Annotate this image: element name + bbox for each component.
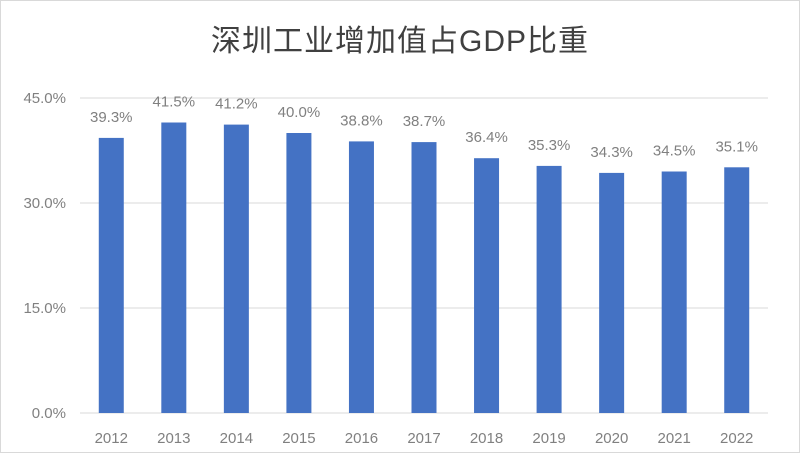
x-tick-label: 2016	[345, 430, 378, 447]
data-label: 34.5%	[653, 143, 696, 160]
y-tick-label: 45.0%	[23, 90, 66, 107]
bar-2022	[724, 167, 750, 413]
x-tick-label: 2017	[407, 430, 440, 447]
bar-2020	[599, 172, 625, 413]
data-label: 35.1%	[715, 138, 758, 155]
data-labels: 39.3% 41.5% 41.2% 40.0% 38.8% 38.7% 36.4% 35.3%…	[90, 94, 758, 161]
x-tick-label: 2018	[470, 430, 503, 447]
bar-2017	[411, 142, 437, 413]
data-label: 39.3%	[90, 109, 133, 126]
data-label: 36.4%	[465, 129, 508, 146]
x-tick-label: 2022	[720, 430, 753, 447]
bar-2015	[286, 133, 312, 413]
bar-2021	[661, 171, 687, 413]
x-axis-ticks: 2012 2013 2014 2015 2016 2017 2018 2019 2020 2021…	[95, 430, 754, 447]
data-label: 38.8%	[340, 112, 383, 129]
data-label: 40.0%	[278, 104, 321, 121]
x-tick-label: 2014	[220, 430, 253, 447]
data-label: 35.3%	[528, 137, 571, 154]
data-label: 41.5%	[153, 94, 196, 111]
y-tick-label: 0.0%	[32, 405, 66, 422]
y-tick-label: 30.0%	[23, 195, 66, 212]
bars	[98, 122, 750, 413]
bar-2012	[98, 137, 124, 413]
x-tick-label: 2012	[95, 430, 128, 447]
data-label: 41.2%	[215, 96, 258, 113]
bar-2018	[474, 158, 500, 413]
bar-2019	[536, 165, 562, 413]
bar-2016	[348, 141, 374, 413]
y-axis-ticks: 0.0% 15.0% 30.0% 45.0%	[23, 90, 66, 422]
x-tick-label: 2021	[657, 430, 690, 447]
x-tick-label: 2020	[595, 430, 628, 447]
y-tick-label: 15.0%	[23, 300, 66, 317]
data-label: 38.7%	[403, 113, 446, 130]
x-tick-label: 2019	[532, 430, 565, 447]
data-label: 34.3%	[590, 144, 633, 161]
bar-2014	[223, 124, 249, 413]
x-tick-label: 2015	[282, 430, 315, 447]
chart-title: 深圳工业增加值占GDP比重	[210, 25, 589, 58]
bar-2013	[161, 122, 187, 413]
x-tick-label: 2013	[157, 430, 190, 447]
